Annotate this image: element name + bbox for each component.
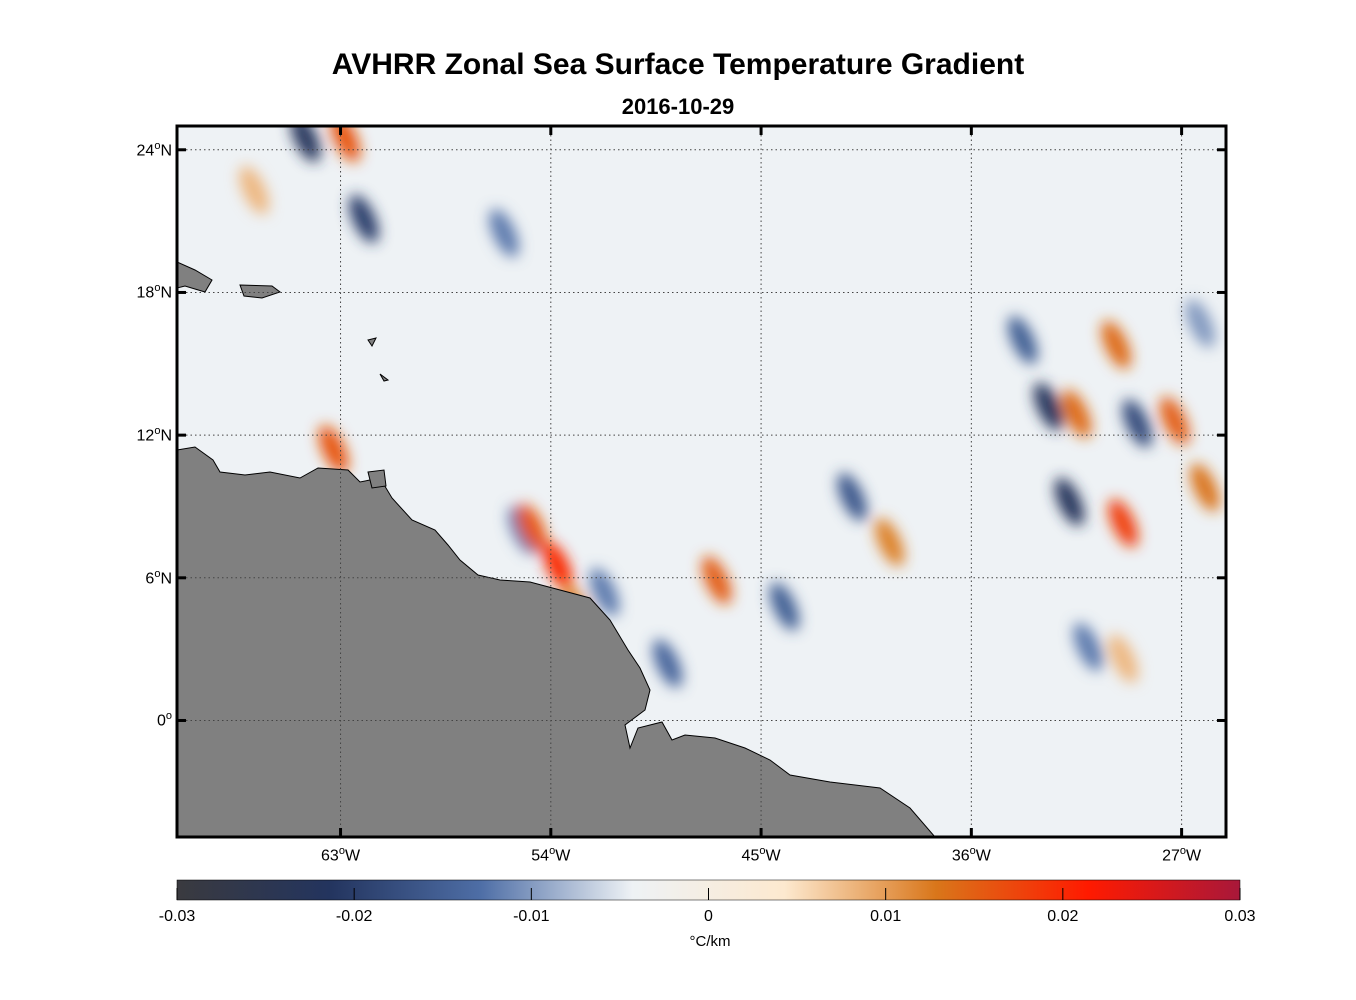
sst-gradient-feature xyxy=(517,503,547,552)
sst-gradient-feature xyxy=(1185,299,1216,348)
island-trinidad xyxy=(367,469,387,489)
latitude-label: 12oN xyxy=(136,425,172,445)
sst-gradient-feature xyxy=(769,582,800,631)
longitude-label: 63oW xyxy=(321,845,361,865)
sst-gradient-feature xyxy=(1101,320,1132,369)
colorbar-tick-label: 0 xyxy=(704,908,713,925)
sst-gradient-feature xyxy=(1108,499,1139,548)
graticule xyxy=(177,126,1226,837)
sst-gradient-feature xyxy=(1054,477,1085,526)
sst-gradient-feature xyxy=(1108,634,1139,683)
sst-gradient-feature xyxy=(652,639,683,688)
sst-gradient-feature xyxy=(1033,382,1064,431)
colorbar-tick-label: 0.03 xyxy=(1224,908,1256,925)
sst-gradient-feature xyxy=(874,518,905,567)
south-america-land xyxy=(177,446,936,837)
axis-ticks xyxy=(177,126,1226,837)
latitude-label: 24oN xyxy=(136,139,172,160)
longitude-label: 45oW xyxy=(741,845,781,865)
sst-gradient-feature xyxy=(701,556,732,605)
chart-title: AVHRR Zonal Sea Surface Temperature Grad… xyxy=(331,48,1025,81)
sst-gradient-feature xyxy=(318,425,349,474)
land-masses xyxy=(177,261,936,837)
sst-gradient-feature xyxy=(1007,315,1038,365)
chart-date: 2016-10-29 xyxy=(621,94,735,119)
latitude-label: 0o xyxy=(156,710,172,730)
longitude-label: 36oW xyxy=(951,845,991,865)
colorbar-unit: °C/km xyxy=(689,933,731,950)
latitude-label: 18oN xyxy=(136,282,172,302)
map-frame xyxy=(175,124,1228,839)
latitude-label: 6oN xyxy=(145,567,172,588)
longitude-label: 27oW xyxy=(1162,845,1202,865)
colorbar-ticks xyxy=(176,888,1241,900)
island-small-1 xyxy=(367,337,377,347)
sst-gradient-feature xyxy=(489,208,519,258)
sst-gradient-feature xyxy=(1061,389,1092,438)
colorbar-tick-label: -0.03 xyxy=(158,908,196,925)
sst-gradient-feature xyxy=(1190,463,1220,512)
colorbar-tick-label: -0.02 xyxy=(335,908,373,925)
colorbar-tick-label: 0.01 xyxy=(870,908,902,925)
colorbar-tick-label: 0.02 xyxy=(1047,908,1079,925)
island-hispaniola xyxy=(239,284,282,299)
sst-gradient-feature xyxy=(239,166,269,215)
island-small-2 xyxy=(379,373,390,382)
longitude-label: 54oW xyxy=(531,845,571,865)
sst-gradient-feature xyxy=(1073,622,1103,671)
sst-gradient-feature xyxy=(837,472,868,521)
colorbar-tick-label: -0.01 xyxy=(513,908,550,925)
sst-gradient-feature xyxy=(589,568,620,617)
sst-gradient-feature xyxy=(349,194,379,243)
